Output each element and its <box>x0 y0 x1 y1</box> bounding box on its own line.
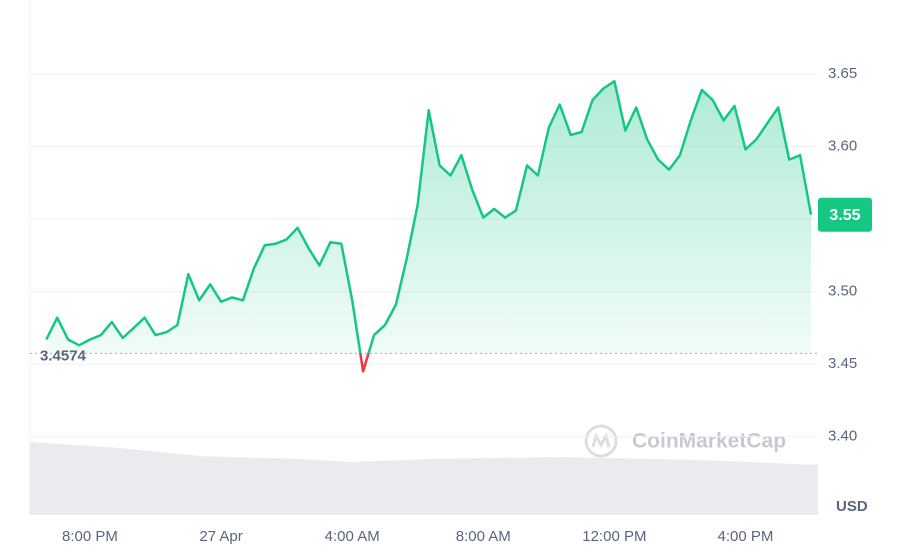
y-tick-label: 3.40 <box>828 428 857 445</box>
price-badge-label: 3.55 <box>829 207 860 224</box>
volume-area <box>30 442 818 515</box>
x-tick-label: 4:00 AM <box>325 528 380 545</box>
x-tick-label: 8:00 AM <box>456 528 511 545</box>
watermark: CoinMarketCap <box>632 430 786 453</box>
y-tick-label: 3.60 <box>828 137 857 154</box>
y-tick-label: 3.50 <box>828 283 857 300</box>
x-tick-label: 12:00 PM <box>582 528 646 545</box>
x-tick-label: 27 Apr <box>199 528 242 545</box>
price-badge <box>818 197 872 232</box>
price-area <box>46 81 811 354</box>
watermark-logo <box>584 424 618 458</box>
y-tick-label: 3.65 <box>828 65 857 82</box>
axis-label: USD <box>836 498 868 515</box>
reference-label: 3.4574 <box>40 347 87 364</box>
x-tick-label: 8:00 PM <box>62 528 118 545</box>
y-tick-label: 3.45 <box>828 355 857 372</box>
x-tick-label: 4:00 PM <box>718 528 774 545</box>
price-line <box>45 79 813 373</box>
